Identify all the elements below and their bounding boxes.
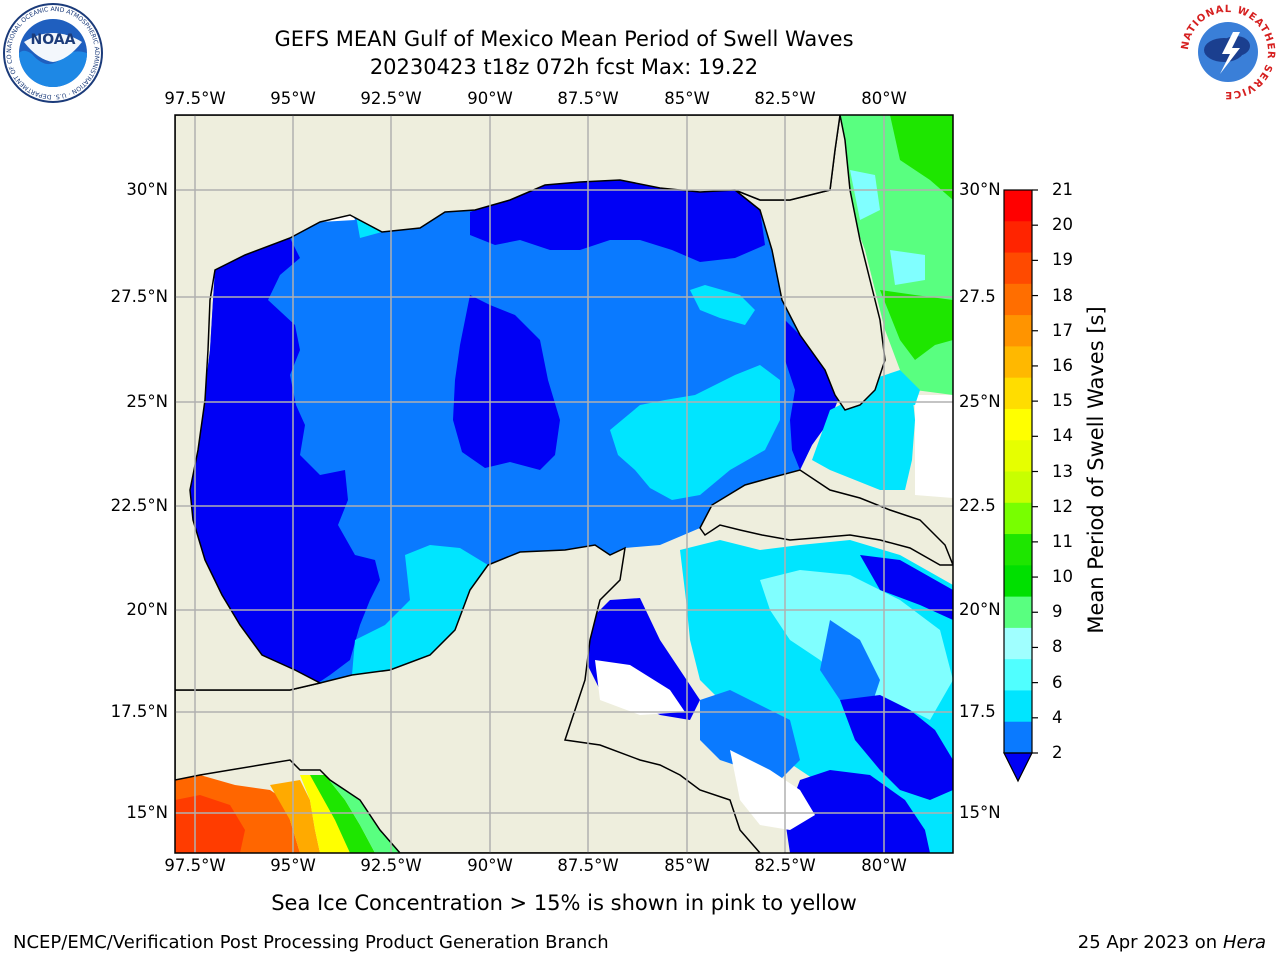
lon-label-bottom: 82.5°W [754, 856, 816, 875]
lat-label-left: 25°N [126, 392, 168, 411]
chart-title: GEFS MEAN Gulf of Mexico Mean Period of … [274, 27, 854, 51]
colorbar-swatch [1004, 690, 1032, 723]
colorbar-swatch [1004, 346, 1032, 379]
colorbar-swatch [1004, 315, 1032, 347]
colorbar-tick-label: 17 [1052, 320, 1073, 340]
colorbar-tick-label: 12 [1052, 496, 1073, 516]
lat-label-left: 20°N [126, 600, 168, 619]
lat-label-left: 17.5°N [110, 702, 168, 721]
colorbar-tick-label: 4 [1052, 707, 1063, 727]
lon-label-top: 92.5°W [360, 89, 422, 108]
lat-label-left: 15°N [126, 803, 168, 822]
lon-label-top: 97.5°W [164, 89, 226, 108]
lon-label-top: 87.5°W [557, 89, 619, 108]
colorbar-tick-label: 20 [1052, 215, 1073, 235]
lat-label-right: 17.5 [959, 702, 996, 721]
colorbar-tick-label: 13 [1052, 461, 1073, 481]
colorbar-swatch [1004, 440, 1032, 472]
colorbar-swatch [1004, 471, 1032, 504]
colorbar-tick-label: 11 [1052, 531, 1073, 551]
lat-label-right: 25°N [959, 392, 1001, 411]
colorbar-tick-label: 19 [1052, 250, 1073, 270]
colorbar-swatch [1004, 190, 1032, 222]
colorbar-tick-label: 6 [1052, 672, 1063, 692]
nws-logo: NATIONAL WEATHER SERVICE [1180, 4, 1276, 100]
sea-ice-note: Sea Ice Concentration > 15% is shown in … [271, 891, 857, 915]
map-frame [174, 114, 954, 854]
colorbar-tick-label: 18 [1052, 285, 1073, 305]
lon-label-bottom: 85°W [664, 856, 710, 875]
colorbar-tick-label: 14 [1052, 426, 1073, 446]
lon-label-top: 80°W [861, 89, 907, 108]
colorbar-swatch [1004, 596, 1032, 629]
lon-label-bottom: 90°W [467, 856, 513, 875]
colorbar-swatch [1004, 283, 1032, 316]
colorbar-tick-label: 16 [1052, 355, 1073, 375]
lat-label-left: 22.5°N [110, 496, 168, 515]
colorbar-tick-label: 10 [1052, 567, 1073, 587]
lat-label-right: 15°N [959, 803, 1001, 822]
machine-name: Hera [1222, 932, 1266, 953]
date-stamp: 25 Apr 2023 on Hera [1078, 932, 1266, 953]
colorbar-tick-label: 21 [1052, 180, 1073, 199]
lon-label-top: 95°W [270, 89, 316, 108]
colorbar-tick-label: 9 [1052, 602, 1063, 622]
lat-label-right: 20°N [959, 600, 1001, 619]
noaa-logo-text: NOAA [31, 32, 76, 48]
colorbar-tick-label: 15 [1052, 391, 1073, 411]
lat-label-left: 27.5°N [110, 287, 168, 306]
colorbar-swatch [1004, 377, 1032, 410]
colorbar-label: Mean Period of Swell Waves [s] [1084, 306, 1108, 634]
credit-text: NCEP/EMC/Verification Post Processing Pr… [13, 932, 609, 953]
lon-label-bottom: 87.5°W [557, 856, 619, 875]
colorbar-swatch [1004, 721, 1032, 754]
colorbar-swatch [1004, 252, 1032, 285]
lon-label-top: 90°W [467, 89, 513, 108]
colorbar [1003, 189, 1038, 783]
lat-label-right: 27.5 [959, 287, 996, 306]
colorbar-swatch [1004, 565, 1032, 598]
colorbar-extend-arrow [1003, 752, 1033, 783]
lat-label-left: 30°N [126, 180, 168, 199]
date-text: 25 Apr 2023 on [1077, 932, 1218, 953]
chart-subtitle: 20230423 t18z 072h fcst Max: 19.22 [369, 55, 759, 79]
colorbar-swatch [1004, 502, 1032, 535]
lon-label-bottom: 97.5°W [164, 856, 226, 875]
colorbar-swatch [1004, 659, 1032, 691]
colorbar-swatch [1004, 627, 1032, 660]
colorbar-tick-label: 8 [1052, 637, 1063, 657]
colorbar-swatch [1004, 408, 1032, 441]
colorbar-swatch [1004, 221, 1032, 254]
lon-label-bottom: 92.5°W [360, 856, 422, 875]
colorbar-swatch [1004, 534, 1032, 566]
lon-label-bottom: 80°W [861, 856, 907, 875]
lon-label-top: 85°W [664, 89, 710, 108]
noaa-logo: NATIONAL OCEANIC AND ATMOSPHERIC ADMINIS… [2, 2, 103, 103]
graticule [175, 115, 953, 853]
lat-label-right: 30°N [959, 180, 1001, 199]
lon-label-bottom: 95°W [270, 856, 316, 875]
colorbar-tick-label: 2 [1052, 743, 1063, 762]
lat-label-right: 22.5 [959, 496, 996, 515]
lon-label-top: 82.5°W [754, 89, 816, 108]
